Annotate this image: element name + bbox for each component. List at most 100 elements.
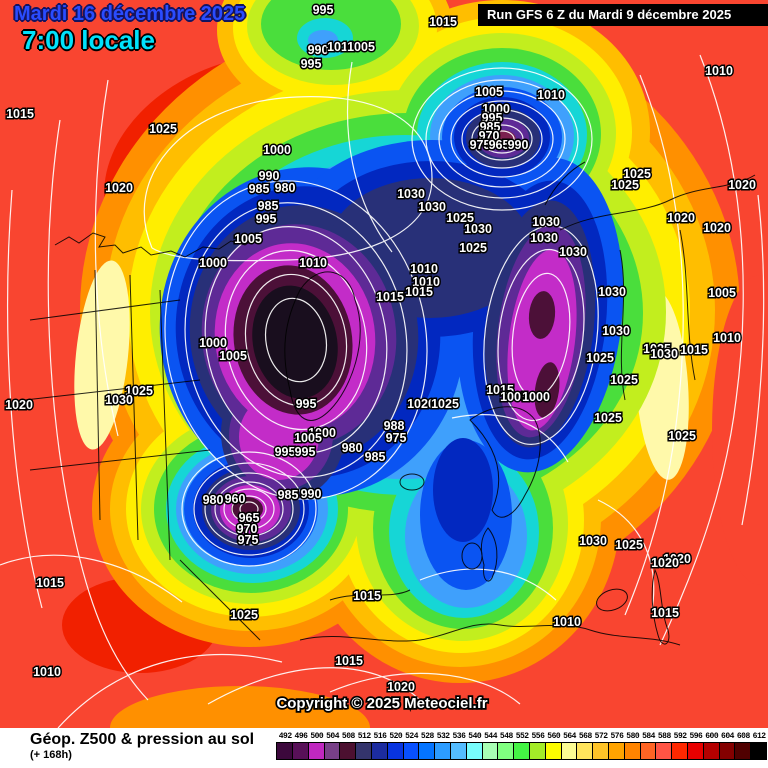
pressure-label: 1020 (5, 398, 33, 412)
pressure-label: 1005 (234, 232, 262, 246)
pressure-label: 1025 (149, 122, 177, 136)
legend-cell: 508 (339, 732, 357, 760)
pressure-label: 1020 (387, 680, 415, 694)
pressure-label: 1030 (105, 393, 133, 407)
vortex-core (252, 285, 338, 399)
pressure-label: 1030 (559, 245, 587, 259)
pressure-label: 975 (386, 431, 407, 445)
pressure-label: 985 (278, 488, 299, 502)
pressure-label: 980 (275, 181, 296, 195)
legend-cell: 612 (750, 732, 767, 760)
map-title: Géop. Z500 & pression au sol (30, 731, 255, 748)
pressure-label: 1025 (431, 397, 459, 411)
pressure-label: 1000 (199, 256, 227, 270)
pressure-label: 1000 (308, 426, 336, 440)
footer-bar: Géop. Z500 & pression au sol (+ 168h) 49… (0, 728, 768, 768)
legend-cell: 580 (623, 732, 641, 760)
pressure-label: 995 (295, 445, 316, 459)
pressure-label: 1030 (418, 200, 446, 214)
pressure-label: 1025 (446, 211, 474, 225)
pressure-label: 1005 (347, 40, 375, 54)
pressure-label: 970 (479, 129, 500, 143)
pressure-label: 1020 (663, 552, 691, 566)
legend-cell: 520 (386, 732, 404, 760)
pressure-label: 990 (259, 169, 280, 183)
legend-cell: 592 (671, 732, 689, 760)
pressure-label: 1015 (680, 343, 708, 357)
pressure-label: 1010 (33, 665, 61, 679)
pressure-label: 1000 (199, 336, 227, 350)
pressure-label: 975 (470, 138, 491, 152)
pressure-label: 1030 (579, 534, 607, 548)
pressure-label: 1015 (429, 15, 457, 29)
pressure-label: 985 (258, 199, 279, 213)
legend-cell: 532 (434, 732, 452, 760)
pressure-label: 1030 (650, 347, 678, 361)
footer-texts: Géop. Z500 & pression au sol (+ 168h) (30, 731, 254, 762)
pressure-label: 1030 (598, 285, 626, 299)
pressure-label: 965 (239, 511, 260, 525)
pressure-label: 980 (342, 441, 363, 455)
pressure-label: 1025 (668, 429, 696, 443)
legend-cell: 572 (592, 732, 610, 760)
pressure-label: 1000 (522, 390, 550, 404)
pressure-label: 965 (489, 138, 510, 152)
pressure-label: 960 (225, 492, 246, 506)
pressure-label: 1015 (486, 383, 514, 397)
forecast-lead-time: (+ 168h) (30, 749, 72, 761)
pressure-label: 1030 (602, 324, 630, 338)
pressure-label: 985 (480, 120, 501, 134)
pressure-label: 995 (256, 212, 277, 226)
pressure-label: 1025 (586, 351, 614, 365)
legend-cell: 492 (276, 732, 294, 760)
pressure-label: 1010 (410, 262, 438, 276)
pressure-label: 1025 (459, 241, 487, 255)
legend-cell: 500 (307, 732, 325, 760)
legend-cell: 496 (292, 732, 309, 760)
legend-cell: 560 (544, 732, 562, 760)
legend-cell: 536 (450, 732, 467, 760)
valid-date-label: Mardi 16 décembre 2025 (14, 3, 246, 25)
legend-cell: 608 (734, 732, 752, 760)
pressure-label: 995 (313, 3, 334, 17)
legend-cell: 584 (639, 732, 657, 760)
pressure-label: 995 (301, 57, 322, 71)
pressure-label: 988 (384, 419, 405, 433)
pressure-label: 1025 (611, 178, 639, 192)
legend-cell: 524 (402, 732, 420, 760)
legend-cell: 556 (529, 732, 546, 760)
pressure-label: 1020 (728, 178, 756, 192)
legend-cell: 596 (687, 732, 704, 760)
pressure-label: 1025 (643, 342, 671, 356)
pressure-label: 980 (203, 493, 224, 507)
pressure-label: 1020 (651, 556, 679, 570)
legend-cell: 548 (497, 732, 515, 760)
pressure-label: 1020 (667, 211, 695, 225)
pressure-label: 1025 (610, 373, 638, 387)
legend-cell: 568 (576, 732, 594, 760)
legend-cell: 516 (371, 732, 388, 760)
pressure-label: 1030 (397, 187, 425, 201)
pressure-label: 1000 (263, 143, 291, 157)
pressure-label: 1015 (651, 606, 679, 620)
pressure-label: 1025 (615, 538, 643, 552)
legend-cell: 540 (465, 732, 483, 760)
legend-cell: 604 (718, 732, 736, 760)
legend-cell: 552 (513, 732, 531, 760)
pressure-label: 1010 (537, 88, 565, 102)
legend-cell: 564 (560, 732, 578, 760)
legend-cell: 600 (702, 732, 720, 760)
pressure-label: 1020 (703, 221, 731, 235)
pressure-label: 1010 (713, 331, 741, 345)
legend-scale: 492 496 500 504 508 512 516 520 524 528 532 536 540 5… (276, 732, 767, 760)
pressure-label: 1010 (327, 40, 355, 54)
pressure-label: 1015 (6, 107, 34, 121)
pressure-label: 1015 (376, 290, 404, 304)
legend-cell: 528 (418, 732, 436, 760)
pressure-label: 975 (238, 533, 259, 547)
legend-cell: 544 (481, 732, 499, 760)
legend-cell: 588 (655, 732, 673, 760)
